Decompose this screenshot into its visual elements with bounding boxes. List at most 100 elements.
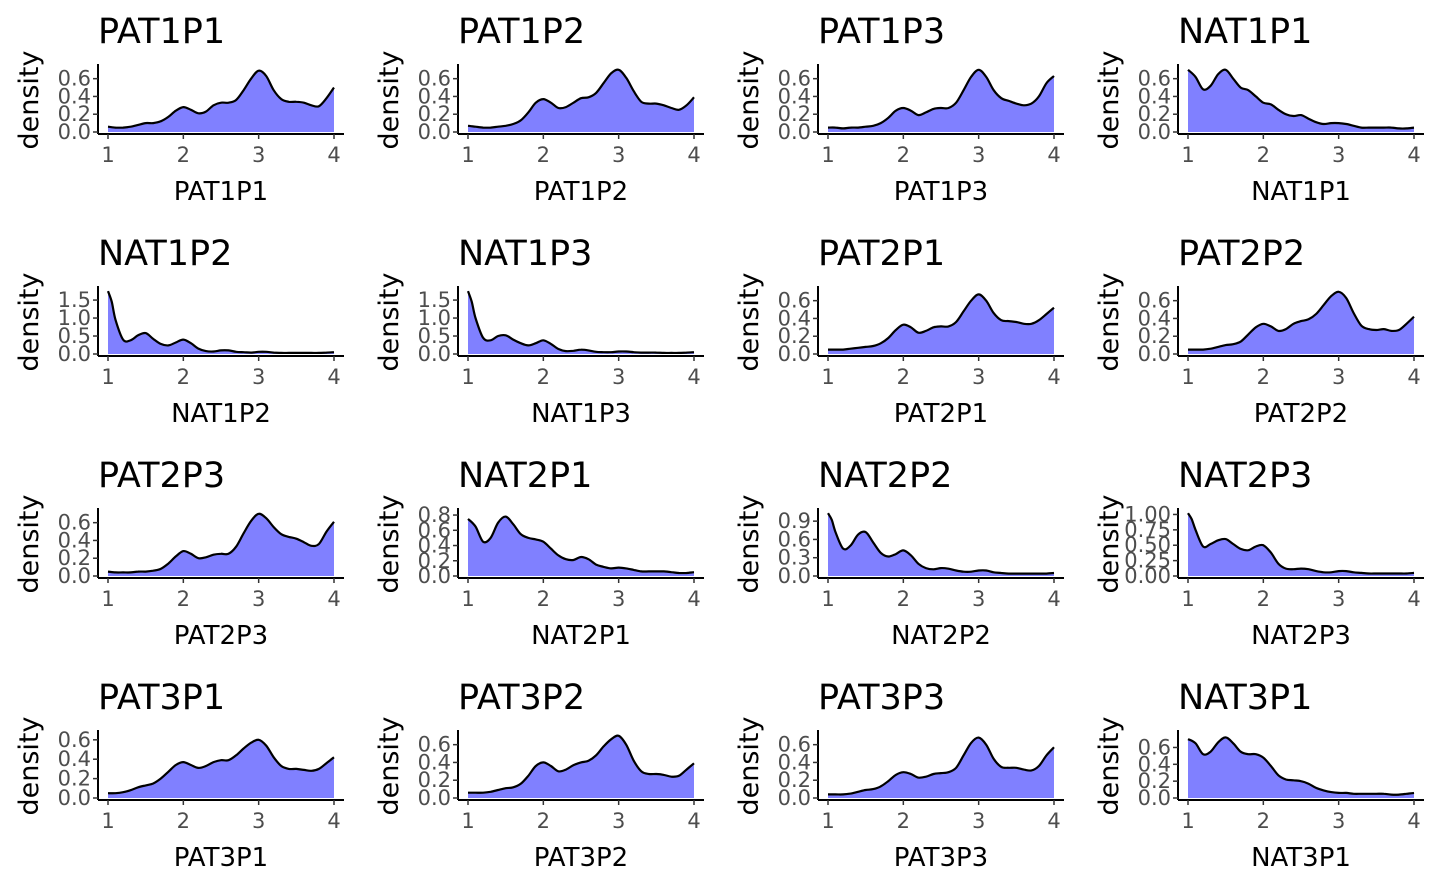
density-panel-nat2p1: NAT2P1 density 0.0 0.2 0.4 0.6 0.8 1 2 3 4 NAT2P1 bbox=[360, 444, 720, 666]
y-axis-label: density bbox=[734, 272, 765, 371]
y-tick-label: 0.0 bbox=[418, 342, 451, 366]
y-tick-label: 0.4 bbox=[418, 534, 451, 558]
density-chart-svg: NAT2P2 density 0.00.30.60.9 1 2 3 4 NAT2P2 bbox=[734, 456, 1064, 651]
density-panel-pat3p3: PAT3P3 density 0.0 0.2 0.4 0.6 1 2 3 4 PAT3P3 bbox=[720, 666, 1080, 888]
x-tick-label: 3 bbox=[612, 809, 625, 833]
x-tick-label: 2 bbox=[1257, 143, 1270, 167]
y-tick-label: 0.6 bbox=[778, 733, 811, 757]
density-panel-nat1p3: NAT1P3 density 0.0 0.5 1.0 1.5 1 2 3 4 NAT1P3 bbox=[360, 222, 720, 444]
x-axis-label: NAT1P2 bbox=[171, 399, 271, 429]
chart-title: NAT2P1 bbox=[458, 456, 592, 496]
y-tick-label: 0.0 bbox=[778, 342, 811, 366]
x-axis-label: NAT1P3 bbox=[531, 399, 631, 429]
x-tick-label: 1 bbox=[461, 365, 474, 389]
y-tick-label: 0.2 bbox=[1138, 102, 1171, 126]
density-area bbox=[108, 291, 334, 354]
x-axis-label: PAT1P2 bbox=[534, 177, 628, 207]
density-area bbox=[828, 513, 1054, 576]
y-tick-label: 0.6 bbox=[58, 67, 91, 91]
y-tick-label: 0.4 bbox=[1138, 84, 1171, 108]
x-tick-label: 4 bbox=[687, 809, 700, 833]
x-tick-label: 2 bbox=[177, 143, 190, 167]
x-tick-label: 3 bbox=[612, 143, 625, 167]
x-tick-label: 3 bbox=[1332, 587, 1345, 611]
x-tick-label: 2 bbox=[897, 365, 910, 389]
y-tick-label: 0.6 bbox=[418, 67, 451, 91]
y-tick-label: 0.6 bbox=[778, 289, 811, 313]
y-tick-label: 1.5 bbox=[58, 288, 91, 312]
density-curve bbox=[106, 290, 335, 355]
x-tick-label: 3 bbox=[252, 809, 265, 833]
density-area bbox=[1188, 513, 1414, 576]
y-axis-label: density bbox=[14, 50, 45, 149]
x-tick-label: 3 bbox=[1332, 143, 1345, 167]
y-tick-label: 0.0 bbox=[418, 786, 451, 810]
y-tick-label: 0.0 bbox=[58, 342, 91, 366]
x-tick-label: 1 bbox=[821, 587, 834, 611]
y-tick-label: 0.4 bbox=[778, 750, 811, 774]
y-axis-label: density bbox=[374, 716, 405, 815]
density-curve bbox=[1187, 512, 1415, 575]
density-curve bbox=[827, 293, 1055, 351]
density-curve bbox=[107, 69, 335, 129]
x-tick-label: 1 bbox=[1181, 365, 1194, 389]
density-curve bbox=[1187, 736, 1415, 796]
x-tick-label: 3 bbox=[252, 365, 265, 389]
y-tick-label: 0.4 bbox=[1138, 752, 1171, 776]
density-area bbox=[828, 737, 1054, 798]
y-axis-label: density bbox=[1094, 272, 1125, 371]
y-tick-label: 1.5 bbox=[418, 288, 451, 312]
y-tick-label: 0.2 bbox=[58, 102, 91, 126]
x-tick-label: 2 bbox=[177, 587, 190, 611]
y-tick-label: 1.0 bbox=[58, 306, 91, 330]
density-panel-pat2p3: PAT2P3 density 0.0 0.2 0.4 0.6 1 2 3 4 PAT2P3 bbox=[0, 444, 360, 666]
density-chart-svg: PAT3P2 density 0.00.20.40.6 1 2 3 4 PAT3P2 bbox=[374, 678, 704, 873]
x-tick-label: 2 bbox=[897, 587, 910, 611]
y-tick-label: 0.2 bbox=[778, 324, 811, 348]
y-axis-label: density bbox=[14, 494, 45, 593]
density-chart-svg: PAT2P2 density 0.00.20.40.6 1 2 3 4 PAT2P2 bbox=[1094, 234, 1424, 429]
x-axis-label: PAT3P1 bbox=[174, 843, 268, 873]
density-curve bbox=[1187, 290, 1415, 351]
chart-title: NAT2P2 bbox=[818, 456, 952, 496]
y-tick-label: 0.6 bbox=[778, 67, 811, 91]
chart-title: PAT3P2 bbox=[458, 678, 585, 718]
y-tick-label: 0.4 bbox=[58, 747, 91, 771]
x-tick-label: 2 bbox=[1257, 587, 1270, 611]
y-tick-label: 0.6 bbox=[58, 728, 91, 752]
y-tick-label: 0.4 bbox=[58, 528, 91, 552]
x-tick-label: 4 bbox=[327, 365, 340, 389]
density-panel-pat2p2: PAT2P2 density 0.0 0.2 0.4 0.6 1 2 3 4 PAT2P2 bbox=[1080, 222, 1440, 444]
y-axis-label: density bbox=[374, 272, 405, 371]
density-chart-svg: PAT1P2 density 0.00.20.40.6 1 2 3 4 PAT1P2 bbox=[374, 12, 704, 207]
y-tick-label: 0.0 bbox=[778, 786, 811, 810]
density-chart-svg: PAT1P3 density 0.00.20.40.6 1 2 3 4 PAT1P3 bbox=[734, 12, 1064, 207]
x-tick-label: 1 bbox=[461, 143, 474, 167]
y-tick-label: 0.5 bbox=[418, 324, 451, 348]
y-axis-label: density bbox=[734, 494, 765, 593]
density-curve bbox=[107, 512, 335, 574]
x-tick-label: 1 bbox=[461, 587, 474, 611]
y-tick-label: 0.0 bbox=[58, 786, 91, 810]
density-area bbox=[108, 70, 334, 132]
x-tick-label: 1 bbox=[1181, 587, 1194, 611]
y-tick-label: 0.5 bbox=[58, 324, 91, 348]
x-tick-label: 2 bbox=[897, 143, 910, 167]
x-tick-label: 3 bbox=[1332, 365, 1345, 389]
density-chart-svg: PAT1P1 density 0.00.20.40.6 1 2 3 4 PAT1P1 bbox=[14, 12, 344, 207]
x-tick-label: 2 bbox=[1257, 365, 1270, 389]
y-tick-label: 0.0 bbox=[418, 120, 451, 144]
y-tick-label: 0.2 bbox=[418, 102, 451, 126]
x-tick-label: 2 bbox=[537, 365, 550, 389]
chart-title: PAT2P1 bbox=[818, 234, 945, 274]
density-area bbox=[1188, 737, 1414, 798]
density-chart-svg: PAT2P3 density 0.00.20.40.6 1 2 3 4 PAT2P3 bbox=[14, 456, 344, 651]
y-tick-label: 0.4 bbox=[778, 306, 811, 330]
x-tick-label: 4 bbox=[1407, 143, 1420, 167]
y-axis-label: density bbox=[1094, 716, 1125, 815]
y-tick-label: 0.2 bbox=[778, 768, 811, 792]
y-tick-label: 0.2 bbox=[58, 767, 91, 791]
chart-title: NAT3P1 bbox=[1178, 678, 1312, 718]
chart-title: PAT1P3 bbox=[818, 12, 945, 52]
density-curve bbox=[1187, 68, 1415, 130]
